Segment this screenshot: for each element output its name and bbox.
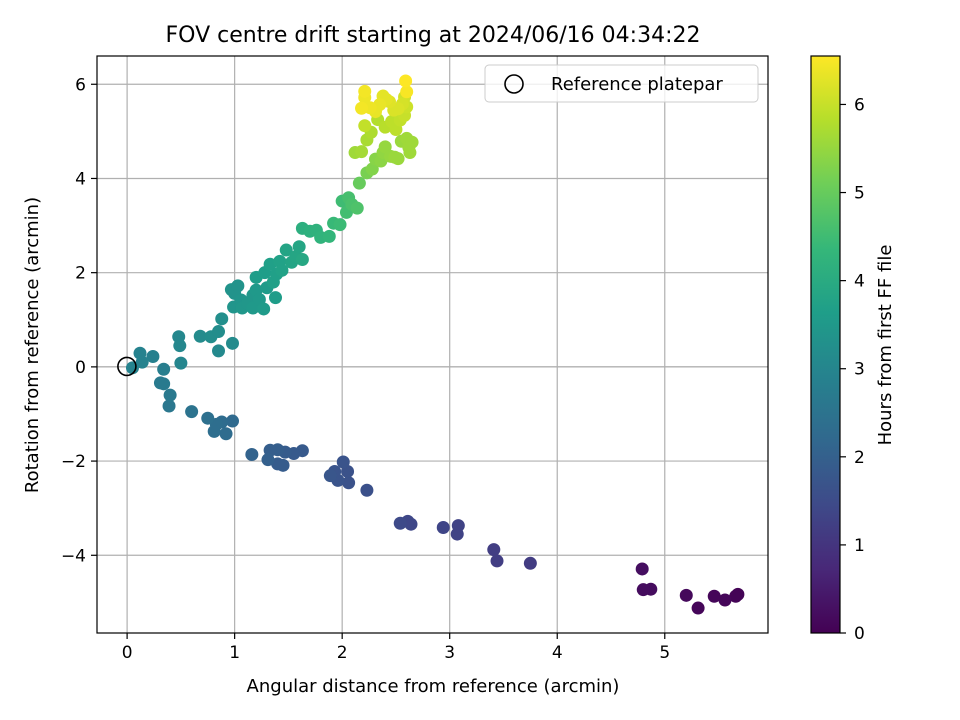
legend-marker-icon (504, 74, 524, 94)
data-point (490, 554, 504, 568)
data-point (405, 135, 419, 149)
x-tick-label: 4 (552, 643, 563, 663)
x-tick-label: 2 (337, 643, 348, 663)
plot-frame (96, 55, 769, 634)
x-tick-label: 5 (659, 643, 670, 663)
data-point (355, 145, 369, 159)
data-point (275, 263, 289, 277)
data-point (193, 329, 207, 343)
data-point (201, 411, 215, 425)
data-point (295, 252, 309, 266)
data-point (729, 589, 743, 603)
y-axis-label: Rotation from reference (arcmin) (22, 197, 43, 493)
colorbar-tick-label: 0 (854, 624, 865, 644)
data-point (261, 453, 275, 467)
data-point (451, 519, 465, 533)
data-point (523, 556, 537, 570)
data-point (400, 85, 414, 99)
data-point (391, 152, 405, 166)
data-point (174, 356, 188, 370)
data-point (212, 344, 226, 358)
data-point (292, 240, 306, 254)
colorbar: 0 1 2 3 4 5 6 Hours from first FF file (810, 55, 896, 644)
legend-box (484, 64, 759, 103)
colorbar-tick-label: 2 (854, 448, 865, 468)
y-tick-label: 0 (75, 358, 86, 378)
data-point (355, 101, 369, 115)
data-point (257, 302, 271, 316)
data-point (365, 162, 379, 176)
colorbar-gradient (810, 55, 841, 634)
x-axis-label: Angular distance from reference (arcmin) (247, 676, 620, 697)
colorbar-ticks: 0 1 2 3 4 5 6 (840, 95, 865, 644)
data-point (636, 583, 650, 597)
data-point (219, 427, 233, 441)
data-point (225, 414, 239, 428)
data-point (185, 405, 199, 419)
data-point (403, 146, 417, 160)
data-point (212, 325, 226, 339)
data-point (322, 229, 336, 243)
data-point (162, 399, 176, 413)
colorbar-tick-label: 6 (854, 95, 865, 115)
data-point (271, 457, 285, 471)
x-tick-label: 3 (444, 643, 455, 663)
grid-lines (97, 56, 768, 633)
data-point (350, 201, 364, 215)
legend: Reference platepar (484, 64, 759, 103)
data-point (679, 588, 693, 602)
data-point (323, 469, 337, 483)
y-tick-label: −2 (61, 452, 86, 472)
data-point (163, 388, 177, 402)
legend-entry-reference: Reference platepar (551, 74, 723, 95)
data-point (342, 476, 356, 490)
data-point (360, 483, 374, 497)
chart-title: FOV centre drift starting at 2024/06/16 … (166, 23, 701, 48)
colorbar-label: Hours from first FF file (875, 245, 896, 446)
data-point (393, 516, 407, 530)
data-point (378, 140, 392, 154)
data-point (172, 330, 186, 344)
data-point (207, 424, 221, 438)
data-point (269, 291, 283, 305)
colorbar-tick-label: 1 (854, 536, 865, 556)
scatter-points (125, 74, 745, 615)
data-point (125, 361, 139, 375)
data-point (635, 562, 649, 576)
y-tick-label: −4 (61, 546, 86, 566)
x-tick-label: 1 (229, 643, 240, 663)
data-point (336, 455, 350, 469)
data-point (487, 543, 501, 557)
data-point (279, 243, 293, 257)
data-point (333, 218, 347, 232)
x-axis-ticks: 0 1 2 3 4 5 (122, 633, 670, 663)
data-point (157, 362, 171, 376)
data-point (399, 74, 413, 88)
y-axis-ticks: −4 −2 0 2 4 6 (61, 75, 97, 566)
data-point (718, 593, 732, 607)
colorbar-tick-label: 4 (854, 272, 865, 292)
data-point (707, 589, 721, 603)
data-point (691, 601, 705, 615)
data-point (352, 176, 366, 190)
data-point (231, 279, 245, 293)
data-point (358, 84, 372, 98)
data-point (215, 312, 229, 326)
data-point (225, 336, 239, 350)
y-tick-label: 4 (75, 169, 86, 189)
data-point (133, 346, 147, 360)
data-point (358, 119, 372, 133)
data-point (436, 520, 450, 534)
data-point (245, 447, 259, 461)
y-tick-label: 2 (75, 264, 86, 284)
data-point (153, 376, 167, 390)
reference-platepar-marker (117, 356, 137, 377)
colorbar-tick-label: 5 (854, 184, 865, 204)
data-point (146, 350, 160, 364)
colorbar-tick-label: 3 (854, 360, 865, 380)
y-tick-label: 6 (75, 75, 86, 95)
x-tick-label: 0 (122, 643, 133, 663)
